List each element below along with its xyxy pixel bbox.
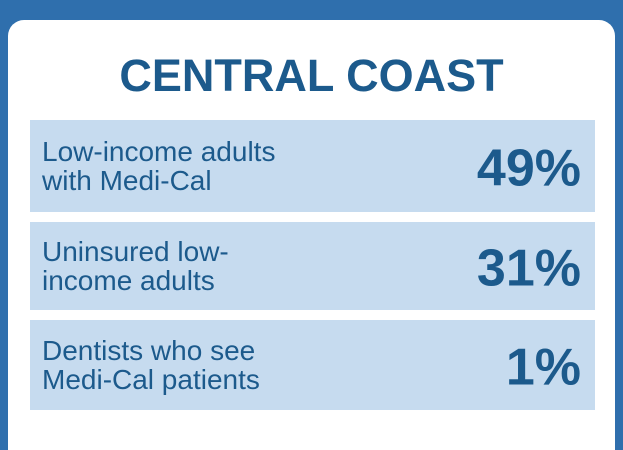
stat-label: Dentists who see Medi-Cal patients bbox=[42, 336, 260, 394]
label-line: Medi-Cal patients bbox=[42, 364, 260, 395]
stat-row: Low-income adults with Medi-Cal 49% bbox=[30, 120, 595, 212]
card: CENTRAL COAST Low-income adults with Medi… bbox=[8, 20, 615, 450]
stat-label: Low-income adults with Medi-Cal bbox=[42, 137, 275, 195]
page: CENTRAL COAST Low-income adults with Medi… bbox=[8, 20, 615, 450]
stat-value: 31% bbox=[476, 239, 581, 298]
stat-row: Uninsured low-income adults 31% bbox=[30, 222, 595, 310]
stat-row: Dentists who see Medi-Cal patients 1% bbox=[30, 320, 595, 410]
label-line: income adults bbox=[42, 265, 215, 296]
stat-label: Uninsured low-income adults bbox=[42, 237, 229, 295]
label-line: with Medi-Cal bbox=[42, 165, 212, 196]
title: CENTRAL COAST bbox=[119, 50, 504, 101]
label-line: Dentists who see bbox=[42, 335, 256, 366]
stat-value: 49% bbox=[476, 139, 581, 198]
label-line: Low-income adults bbox=[42, 136, 276, 167]
stat-value: 1% bbox=[505, 338, 581, 397]
label-line: Uninsured low- bbox=[42, 236, 229, 267]
